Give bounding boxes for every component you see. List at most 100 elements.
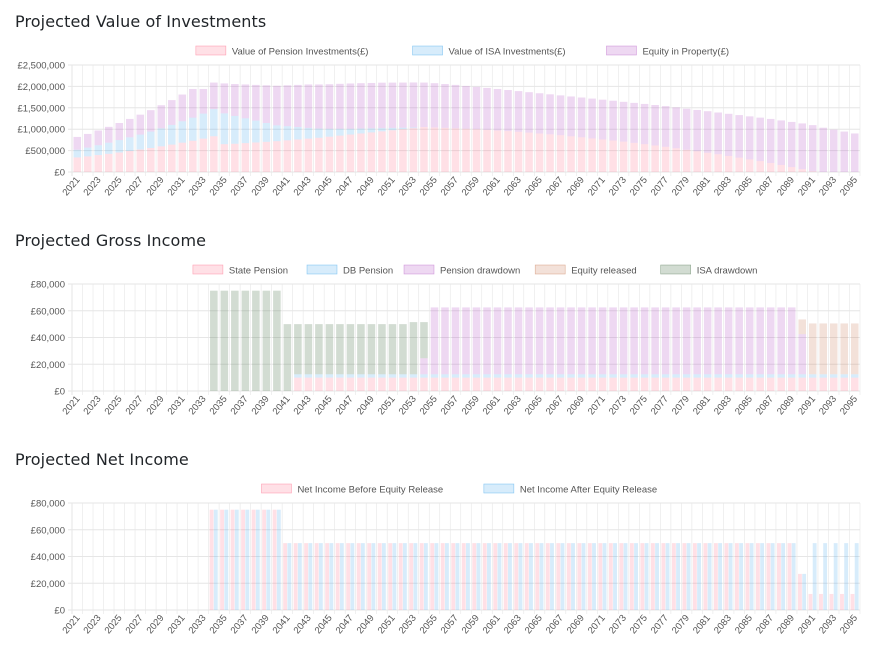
bar-state-pension-2067[interactable] [556, 377, 565, 391]
bar-equity-in-property-2072[interactable] [609, 100, 617, 141]
bar-net-income-before-equity-release-2060[interactable] [482, 543, 487, 610]
bar-net-income-after-equity-release-2040[interactable] [276, 509, 281, 610]
bar-state-pension-2059[interactable] [472, 377, 481, 391]
bar-net-income-after-equity-release-2060[interactable] [487, 543, 491, 610]
bar-state-pension-2055[interactable] [430, 377, 439, 391]
bar-equity-in-property-2094[interactable] [840, 131, 849, 172]
bar-equity-in-property-2032[interactable] [189, 88, 197, 118]
bar-equity-in-property-2040[interactable] [273, 85, 281, 126]
bar-net-income-after-equity-release-2051[interactable] [392, 543, 397, 610]
bar-net-income-before-equity-release-2075[interactable] [640, 543, 645, 610]
bar-net-income-after-equity-release-2082[interactable] [718, 543, 723, 610]
bar-equity-in-property-2031[interactable] [178, 94, 187, 122]
bar-value-of-pension-investments-2034[interactable] [210, 136, 218, 172]
bar-db-pension-2090[interactable] [798, 374, 806, 378]
bar-value-of-pension-investments-2029[interactable] [157, 146, 166, 172]
bar-pension-drawdown-2054[interactable] [420, 358, 428, 375]
bar-equity-in-property-2061[interactable] [493, 88, 502, 131]
bar-equity-in-property-2047[interactable] [346, 83, 355, 129]
bar-pension-drawdown-2075[interactable] [640, 307, 649, 375]
bar-value-of-pension-investments-2033[interactable] [199, 138, 208, 172]
bar-state-pension-2095[interactable] [850, 377, 859, 391]
bar-net-income-after-equity-release-2038[interactable] [255, 509, 260, 610]
bar-pension-drawdown-2084[interactable] [735, 307, 743, 375]
bar-net-income-after-equity-release-2043[interactable] [308, 543, 313, 610]
bar-net-income-before-equity-release-2039[interactable] [262, 509, 267, 610]
bar-net-income-after-equity-release-2041[interactable] [287, 543, 292, 610]
bar-isa-drawdown-2040[interactable] [273, 290, 281, 391]
bar-state-pension-2060[interactable] [483, 377, 491, 391]
bar-state-pension-2093[interactable] [829, 377, 838, 391]
bar-net-income-before-equity-release-2094[interactable] [840, 593, 844, 610]
bar-db-pension-2063[interactable] [514, 374, 523, 378]
bar-db-pension-2055[interactable] [430, 374, 439, 378]
bar-db-pension-2085[interactable] [745, 374, 754, 378]
bar-net-income-before-equity-release-2051[interactable] [388, 543, 393, 610]
bar-equity-in-property-2070[interactable] [588, 98, 596, 139]
bar-value-of-isa-investments-2023[interactable] [94, 145, 103, 156]
bar-pension-drawdown-2073[interactable] [619, 307, 628, 375]
bar-net-income-before-equity-release-2038[interactable] [251, 509, 256, 610]
bar-value-of-isa-investments-2030[interactable] [168, 124, 176, 145]
legend-item-equity-in-property[interactable]: Equity in Property(£) [606, 45, 729, 58]
bar-equity-in-property-2066[interactable] [546, 94, 554, 135]
bar-value-of-pension-investments-2037[interactable] [241, 143, 250, 172]
bar-equity-in-property-2053[interactable] [409, 82, 418, 128]
bar-equity-in-property-2092[interactable] [819, 127, 828, 172]
bar-value-of-pension-investments-2086[interactable] [756, 161, 764, 172]
bar-net-income-before-equity-release-2059[interactable] [472, 543, 477, 610]
bar-equity-in-property-2045[interactable] [325, 84, 334, 129]
bar-db-pension-2078[interactable] [672, 374, 680, 378]
bar-value-of-pension-investments-2051[interactable] [388, 130, 397, 172]
bar-equity-in-property-2067[interactable] [556, 95, 565, 136]
bar-net-income-after-equity-release-2064[interactable] [529, 543, 533, 610]
bar-net-income-after-equity-release-2061[interactable] [497, 543, 502, 610]
bar-net-income-after-equity-release-2053[interactable] [413, 543, 418, 610]
bar-value-of-pension-investments-2046[interactable] [336, 135, 344, 172]
bar-pension-drawdown-2061[interactable] [493, 307, 502, 375]
bar-pension-drawdown-2079[interactable] [682, 307, 691, 375]
bar-db-pension-2068[interactable] [567, 374, 575, 378]
bar-value-of-pension-investments-2060[interactable] [483, 129, 491, 172]
bar-value-of-pension-investments-2045[interactable] [325, 136, 334, 172]
bar-isa-drawdown-2039[interactable] [262, 290, 271, 391]
bar-state-pension-2086[interactable] [756, 377, 764, 391]
bar-db-pension-2081[interactable] [703, 374, 712, 378]
bar-equity-in-property-2035[interactable] [220, 83, 229, 114]
bar-value-of-pension-investments-2075[interactable] [640, 144, 649, 172]
bar-value-of-pension-investments-2078[interactable] [672, 148, 680, 172]
bar-value-of-isa-investments-2045[interactable] [325, 128, 334, 137]
bar-state-pension-2076[interactable] [651, 377, 659, 391]
bar-state-pension-2083[interactable] [724, 377, 733, 391]
bar-net-income-before-equity-release-2053[interactable] [409, 543, 414, 610]
bar-value-of-pension-investments-2089[interactable] [787, 167, 796, 172]
bar-state-pension-2052[interactable] [399, 377, 407, 391]
bar-pension-drawdown-2086[interactable] [756, 307, 764, 375]
bar-equity-in-property-2074[interactable] [630, 102, 638, 143]
bar-state-pension-2049[interactable] [367, 377, 376, 391]
bar-net-income-before-equity-release-2093[interactable] [829, 593, 834, 610]
bar-net-income-before-equity-release-2037[interactable] [241, 509, 246, 610]
bar-net-income-before-equity-release-2084[interactable] [734, 543, 739, 610]
bar-db-pension-2075[interactable] [640, 374, 649, 378]
bar-value-of-pension-investments-2058[interactable] [462, 128, 470, 172]
bar-pension-drawdown-2082[interactable] [714, 307, 722, 375]
bar-state-pension-2042[interactable] [294, 377, 302, 391]
bar-state-pension-2047[interactable] [346, 377, 355, 391]
bar-net-income-after-equity-release-2077[interactable] [665, 543, 670, 610]
bar-net-income-before-equity-release-2058[interactable] [461, 543, 466, 610]
bar-net-income-before-equity-release-2040[interactable] [272, 509, 277, 610]
bar-value-of-pension-investments-2028[interactable] [147, 148, 155, 172]
bar-net-income-after-equity-release-2057[interactable] [455, 543, 460, 610]
bar-pension-drawdown-2065[interactable] [535, 307, 544, 375]
bar-db-pension-2086[interactable] [756, 374, 764, 378]
bar-isa-drawdown-2037[interactable] [241, 290, 250, 391]
bar-value-of-pension-investments-2021[interactable] [73, 157, 82, 172]
bar-isa-drawdown-2046[interactable] [336, 324, 344, 375]
bar-state-pension-2077[interactable] [661, 377, 670, 391]
bar-value-of-pension-investments-2080[interactable] [693, 151, 701, 172]
bar-equity-in-property-2093[interactable] [829, 129, 838, 172]
bar-value-of-pension-investments-2087[interactable] [766, 163, 775, 172]
bar-net-income-after-equity-release-2095[interactable] [854, 543, 859, 610]
bar-net-income-before-equity-release-2071[interactable] [598, 543, 603, 610]
